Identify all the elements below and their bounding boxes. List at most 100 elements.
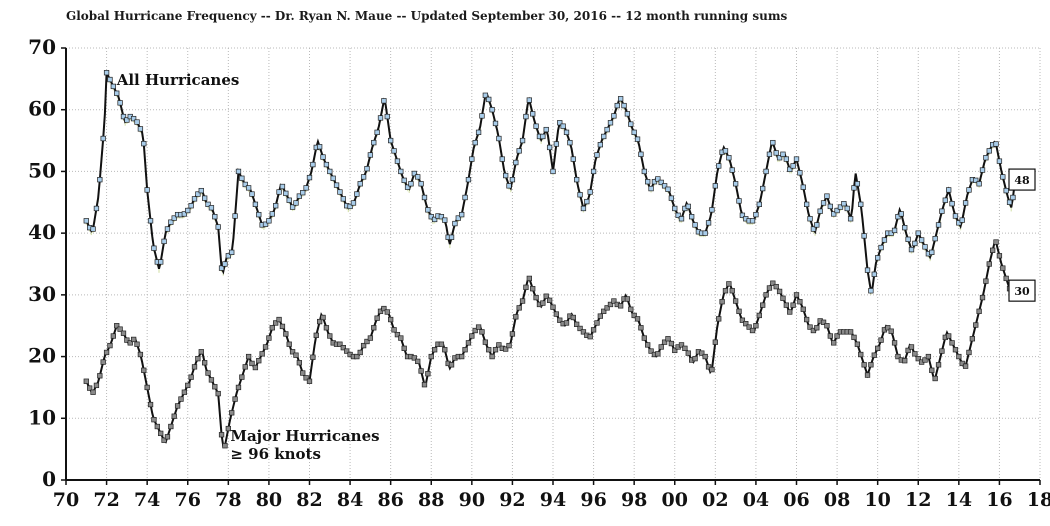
all-hurricanes-point xyxy=(97,177,103,183)
all-hurricanes-point xyxy=(908,246,915,253)
major-hurricanes-point xyxy=(631,312,637,319)
major-hurricanes-point xyxy=(327,333,333,339)
all-hurricanes-point xyxy=(100,135,106,142)
major-hurricanes-point xyxy=(922,357,928,363)
all-hurricanes-point xyxy=(590,168,597,175)
series-points xyxy=(83,70,1016,449)
x-tick-label: 76 xyxy=(175,489,201,511)
major-hurricanes-point xyxy=(563,320,570,326)
major-hurricanes-point xyxy=(557,317,563,323)
all-hurricanes-point xyxy=(854,181,861,187)
all-hurricanes-point xyxy=(350,200,357,206)
all-hurricanes-point xyxy=(780,151,786,157)
x-tick-label: 02 xyxy=(702,489,728,511)
major-hurricanes-point xyxy=(171,413,177,419)
all-hurricanes-point xyxy=(553,141,560,147)
all-hurricanes-point xyxy=(418,181,424,187)
major-hurricanes-point xyxy=(716,316,722,322)
major-hurricanes-point xyxy=(861,362,867,368)
all-hurricanes-point xyxy=(952,213,959,219)
major-hurricanes-point xyxy=(259,351,265,357)
all-hurricanes-point xyxy=(232,213,238,219)
all-hurricanes-point xyxy=(986,148,992,154)
all-hurricanes-point xyxy=(817,208,823,214)
all-hurricanes-point xyxy=(597,142,603,148)
major-hurricanes-point xyxy=(915,355,921,362)
major-hurricanes-point xyxy=(604,305,610,311)
major-hurricanes-point xyxy=(966,349,972,356)
major-hurricanes-point xyxy=(394,331,401,338)
all-hurricanes-point xyxy=(956,220,962,226)
all-hurricanes-point xyxy=(621,102,627,109)
major-hurricanes-point xyxy=(763,292,769,298)
y-tick-labels: 0 10 20 30 40 50 60 70 xyxy=(28,35,56,491)
all-hurricanes-point xyxy=(827,203,833,210)
all-hurricanes-point xyxy=(617,96,624,102)
all-hurricanes-point xyxy=(141,141,147,147)
major-hurricanes-point xyxy=(137,351,144,358)
x-tick-label: 86 xyxy=(377,489,403,511)
major-hurricanes-point xyxy=(303,375,309,381)
major-hurricanes-point xyxy=(834,333,840,339)
major-hurricanes-point xyxy=(239,374,245,380)
major-hurricanes-point xyxy=(979,294,986,301)
all-hurricanes-point xyxy=(452,220,458,227)
major-hurricanes-point xyxy=(685,350,691,356)
all-hurricanes-point xyxy=(875,255,881,261)
all-hurricanes-point xyxy=(844,205,850,212)
annotation-label: ≥ 96 knots xyxy=(230,445,321,463)
all-hurricanes-point xyxy=(962,200,969,206)
all-hurricanes-point xyxy=(584,198,590,205)
major-hurricanes-point xyxy=(496,342,502,348)
all-hurricanes-point xyxy=(137,126,144,132)
major-hurricanes-point xyxy=(655,351,661,357)
major-hurricanes-point xyxy=(766,285,773,291)
major-hurricanes-point xyxy=(851,334,857,341)
major-hurricanes-point xyxy=(749,327,756,334)
all-hurricanes-point xyxy=(820,200,827,206)
major-hurricanes-point xyxy=(962,363,969,369)
all-hurricanes-point xyxy=(628,121,634,127)
all-hurricanes-point xyxy=(645,179,651,185)
all-hurricanes-point xyxy=(367,152,374,158)
all-hurricanes-point xyxy=(871,271,877,277)
all-hurricanes-point xyxy=(249,191,255,197)
major-hurricanes-point xyxy=(147,401,154,408)
x-tick-label: 98 xyxy=(621,489,647,511)
major-hurricanes-point xyxy=(124,337,130,343)
major-hurricanes-point xyxy=(323,325,330,331)
x-tick-label: 10 xyxy=(864,489,890,511)
major-hurricanes-point xyxy=(174,403,181,409)
y-tick-label: 0 xyxy=(42,467,56,491)
major-hurricanes-point xyxy=(151,417,157,423)
major-hurricanes-point xyxy=(526,275,532,282)
all-hurricanes-point xyxy=(587,189,593,195)
all-hurricanes-point xyxy=(181,211,188,217)
major-hurricanes-point xyxy=(371,325,377,331)
major-hurricanes-point xyxy=(986,261,992,267)
all-hurricanes-point xyxy=(946,187,952,193)
all-hurricanes-point xyxy=(377,115,384,121)
all-hurricanes-point xyxy=(766,151,773,157)
all-hurricanes-point xyxy=(398,168,404,175)
major-hurricanes-point xyxy=(472,327,478,334)
all-hurricanes-point xyxy=(658,179,664,186)
major-hurricanes-point xyxy=(202,360,208,366)
major-hurricanes-point xyxy=(411,355,417,361)
chart-title: Global Hurricane Frequency -- Dr. Ryan N… xyxy=(66,9,788,23)
all-hurricanes-point xyxy=(878,244,884,251)
x-tick-label: 72 xyxy=(93,489,119,511)
major-hurricanes-point xyxy=(107,342,113,349)
major-hurricanes-point xyxy=(594,320,600,326)
all-hurricanes-point xyxy=(631,129,637,135)
all-hurricanes-point xyxy=(205,201,211,207)
major-hurricanes-point xyxy=(793,292,800,298)
all-hurricanes-point xyxy=(790,163,796,169)
all-hurricanes-point xyxy=(797,170,803,176)
major-hurricanes-point xyxy=(191,364,198,370)
all-hurricanes-point xyxy=(776,155,783,161)
major-hurricanes-point xyxy=(993,239,999,245)
all-hurricanes-point xyxy=(222,261,228,267)
major-hurricanes-point xyxy=(273,320,279,326)
major-hurricanes-point xyxy=(797,299,803,305)
